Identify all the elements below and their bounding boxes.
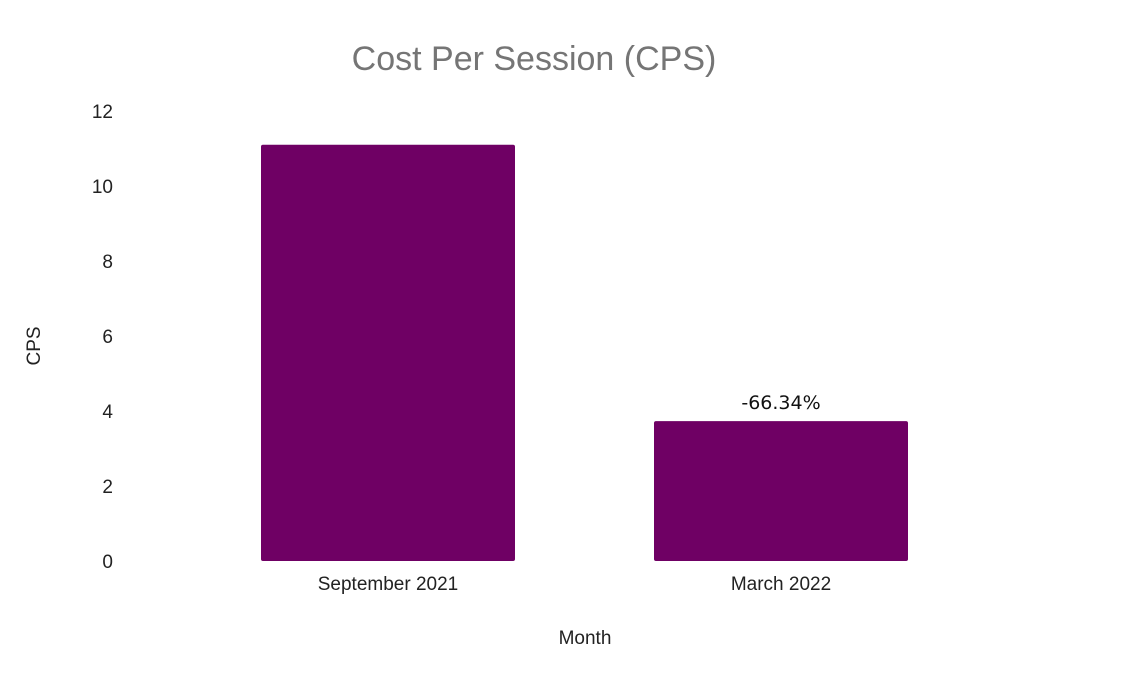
y-tick-label: 6 <box>102 327 113 348</box>
y-tick-label: 2 <box>102 477 113 498</box>
data-label: -66.34% <box>741 392 820 414</box>
chart-title: Cost Per Session (CPS) <box>352 40 717 78</box>
y-tick-label: 0 <box>102 552 113 573</box>
x-axis: September 2021 March 2022 <box>318 574 831 595</box>
y-tick-label: 10 <box>92 177 113 198</box>
data-labels: -66.34% <box>741 392 820 414</box>
y-tick-label: 12 <box>92 102 113 123</box>
y-axis: 0 2 4 6 8 10 12 <box>92 102 114 573</box>
bars <box>261 144 908 561</box>
y-tick-label: 4 <box>102 402 113 423</box>
x-axis-title: Month <box>559 628 612 649</box>
x-tick-label: March 2022 <box>731 574 831 595</box>
y-axis-title: CPS <box>24 326 45 365</box>
x-tick-label: September 2021 <box>318 574 459 595</box>
bar <box>654 421 908 561</box>
bar <box>261 144 515 561</box>
y-tick-label: 8 <box>102 252 113 273</box>
